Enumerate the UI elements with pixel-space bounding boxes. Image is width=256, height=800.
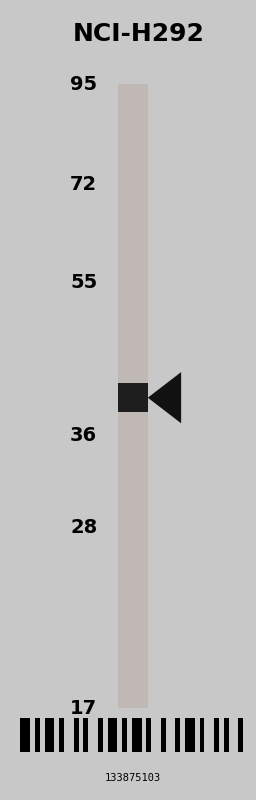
- Text: 36: 36: [70, 426, 97, 446]
- Bar: [224, 718, 229, 752]
- Bar: [118, 383, 148, 412]
- Text: 55: 55: [70, 273, 97, 292]
- Bar: [74, 718, 79, 752]
- Text: NCI-H292: NCI-H292: [72, 22, 204, 46]
- Text: 133875103: 133875103: [105, 773, 161, 782]
- Text: 28: 28: [70, 518, 97, 537]
- Bar: [45, 718, 54, 752]
- Bar: [118, 84, 148, 708]
- Bar: [35, 718, 40, 752]
- Bar: [214, 718, 219, 752]
- Bar: [98, 718, 103, 752]
- Text: 72: 72: [70, 175, 97, 194]
- Polygon shape: [148, 372, 181, 423]
- Bar: [185, 718, 195, 752]
- Text: 17: 17: [70, 698, 97, 718]
- Bar: [175, 718, 180, 752]
- Bar: [146, 718, 151, 752]
- Text: 95: 95: [70, 74, 97, 94]
- Bar: [132, 718, 142, 752]
- Bar: [122, 718, 127, 752]
- Bar: [238, 718, 243, 752]
- Bar: [83, 718, 88, 752]
- Bar: [59, 718, 64, 752]
- Bar: [108, 718, 117, 752]
- Bar: [161, 718, 166, 752]
- Bar: [200, 718, 205, 752]
- Bar: [20, 718, 30, 752]
